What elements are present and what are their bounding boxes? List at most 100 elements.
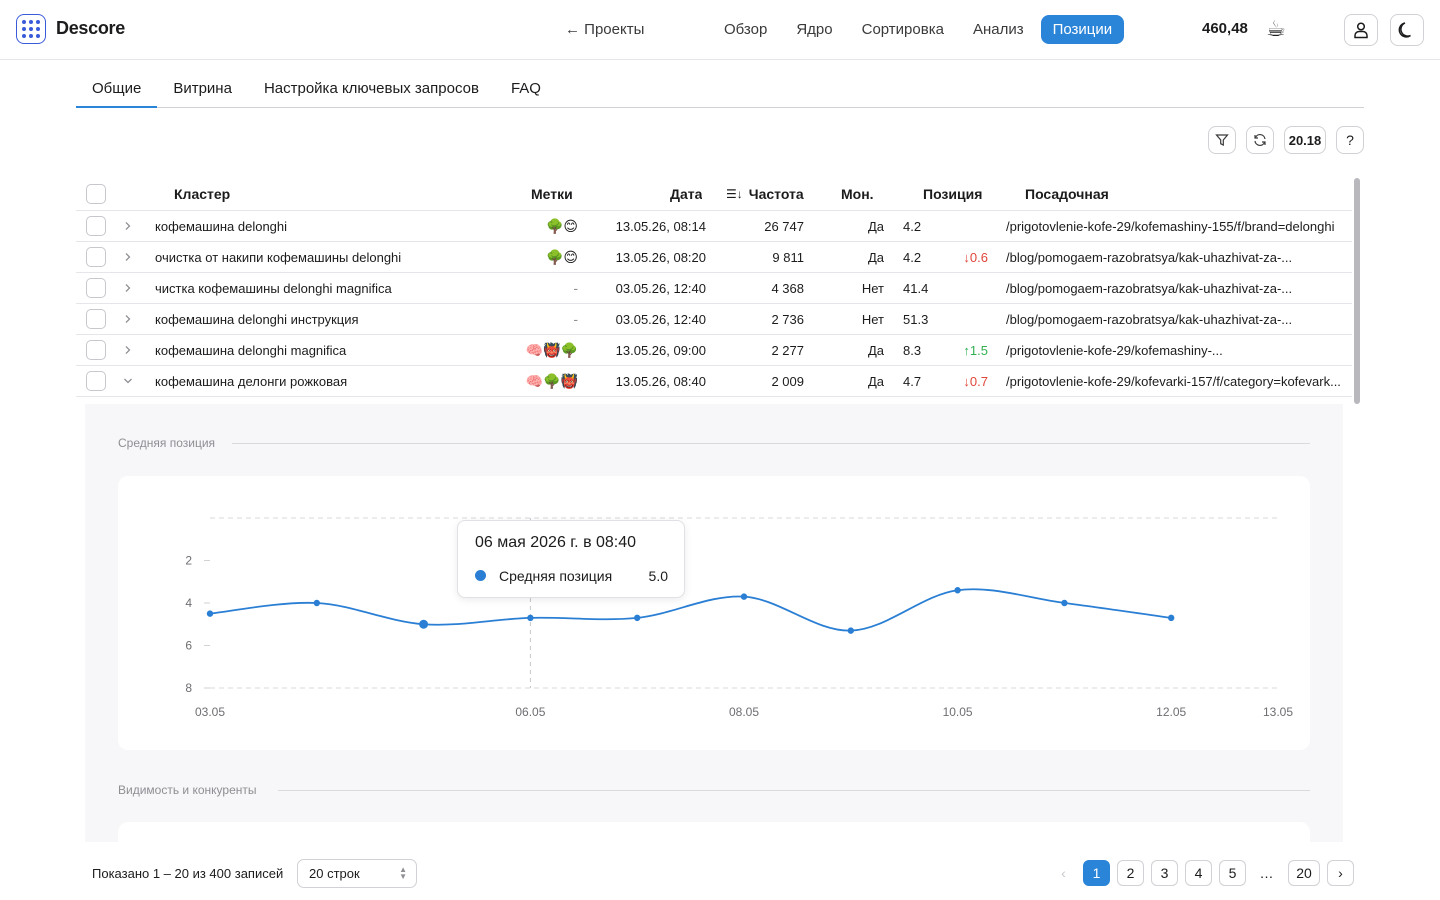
table-row[interactable]: кофемашина делонги рожковая 🧠🌳👹 13.05.26, … (76, 366, 1352, 397)
table-row[interactable]: кофемашина delonghi 🌳😊 13.05.26, 08:14 26 7… (76, 211, 1352, 242)
nav-core[interactable]: Ядро (796, 21, 833, 38)
header-landing[interactable]: Посадочная (1025, 186, 1109, 202)
rows-per-page-select[interactable]: 20 строк ▲ ▼ (297, 859, 417, 888)
theme-toggle-button[interactable] (1390, 14, 1424, 46)
table-scrollbar[interactable] (1354, 178, 1360, 404)
chevron-right-icon[interactable] (122, 242, 134, 272)
table-row[interactable]: кофемашина delonghi magnifica 🧠👹🌳 13.05.26… (76, 335, 1352, 366)
cell-date: 13.05.26, 08:20 (615, 249, 706, 265)
y-tick-label: 6 (185, 639, 192, 653)
main-nav: Обзор Ядро Сортировка Анализ Позиции (712, 15, 1129, 44)
header-date[interactable]: Дата (670, 186, 703, 202)
cell-cluster: очистка от накипи кофемашины delonghi (155, 249, 402, 265)
cell-mon: Да (867, 373, 884, 389)
page-5-button[interactable]: 5 (1219, 860, 1246, 886)
cell-cluster: кофемашина delonghi magnifica (155, 342, 347, 358)
page-20-button[interactable]: 20 (1288, 860, 1320, 886)
page-4-button[interactable]: 4 (1185, 860, 1212, 886)
help-button[interactable]: ? (1336, 126, 1364, 154)
section-divider (232, 443, 1310, 444)
cell-delta (946, 304, 988, 334)
x-tick-label: 12.05 (1156, 705, 1186, 719)
row-checkbox[interactable] (86, 247, 106, 267)
cell-pos: 51.3 (903, 311, 929, 327)
chevron-right-icon[interactable] (122, 335, 134, 365)
cell-mon: Да (867, 249, 884, 265)
section-divider (278, 790, 1310, 791)
x-tick-label: 03.05 (195, 705, 225, 719)
cell-landing[interactable]: /prigotovlenie-kofe-29/kofevarki-157/f/c… (1006, 373, 1341, 389)
cell-freq: 4 368 (771, 280, 804, 296)
profile-button[interactable] (1344, 14, 1378, 46)
row-checkbox[interactable] (86, 340, 106, 360)
user-icon (1354, 22, 1368, 39)
cell-mon: Нет (861, 280, 884, 296)
nav-positions[interactable]: Позиции (1040, 15, 1125, 44)
brand-name: Descore (56, 18, 125, 38)
cell-landing[interactable]: /blog/pomogaem-razobratsya/kak-uhazhivat… (1006, 311, 1293, 327)
counter-badge[interactable]: 20.18 (1284, 126, 1326, 154)
header-monitoring[interactable]: Мон. (841, 186, 874, 202)
chevron-right-icon[interactable] (122, 304, 134, 334)
cell-delta: ↓0.6 (963, 249, 988, 265)
row-checkbox[interactable] (86, 278, 106, 298)
cell-landing[interactable]: /blog/pomogaem-razobratsya/kak-uhazhivat… (1006, 249, 1293, 265)
nav-overview[interactable]: Обзор (724, 21, 768, 38)
nav-analysis[interactable]: Анализ (972, 21, 1024, 38)
visibility-section-title: Видимость и конкуренты (118, 783, 257, 797)
chevron-right-icon[interactable] (122, 273, 134, 303)
app-logo-icon[interactable] (16, 14, 46, 44)
select-all-checkbox[interactable] (86, 184, 106, 204)
next-page-button[interactable]: › (1327, 860, 1354, 886)
chevron-right-icon[interactable] (122, 211, 134, 241)
table-row[interactable]: чистка кофемашины delonghi magnifica - 03.… (76, 273, 1352, 304)
table-row[interactable]: очистка от накипи кофемашины delonghi 🌳😊 1… (76, 242, 1352, 273)
data-point (527, 614, 534, 622)
data-point (419, 619, 429, 629)
cell-delta: ↓0.7 (963, 373, 988, 389)
tab-faq[interactable]: FAQ (510, 80, 541, 97)
cell-landing[interactable]: /prigotovlenie-kofe-29/kofemashiny-155/f… (1006, 218, 1335, 234)
sort-icon[interactable]: ☰↓ (726, 187, 743, 201)
tab-showcase[interactable]: Витрина (173, 80, 232, 97)
header-tags[interactable]: Метки (531, 186, 573, 202)
filter-button[interactable] (1208, 126, 1236, 154)
cell-landing[interactable]: /blog/pomogaem-razobratsya/kak-uhazhivat… (1006, 280, 1293, 296)
prev-page-button[interactable]: ‹ (1050, 860, 1077, 886)
table-header: Кластер Метки Дата ☰↓ Частота Мон. Позиц… (76, 178, 1352, 211)
back-to-projects-link[interactable]: ← Проекты (565, 21, 645, 38)
tab-keyword-settings[interactable]: Настройка ключевых запросов (263, 80, 479, 97)
chart-tooltip: 06 мая 2026 г. в 08:40 Средняя позиция 5… (457, 520, 685, 598)
cell-landing[interactable]: /prigotovlenie-kofe-29/kofemashiny-... (1006, 342, 1223, 358)
header-cluster[interactable]: Кластер (174, 186, 231, 202)
data-point (954, 587, 961, 594)
chevron-down-icon[interactable] (122, 366, 134, 396)
avg-position-chart[interactable]: 2 4 6 803.05 06.05 08.05 10.05 12.05 13.05 (118, 476, 1310, 750)
cell-date: 03.05.26, 12:40 (615, 280, 706, 296)
positions-table: Кластер Метки Дата ☰↓ Частота Мон. Позиц… (76, 178, 1352, 397)
page-2-button[interactable]: 2 (1117, 860, 1144, 886)
row-checkbox[interactable] (86, 371, 106, 391)
tooltip-series-dot (475, 570, 486, 581)
page-1-button[interactable]: 1 (1083, 860, 1110, 886)
refresh-button[interactable] (1246, 126, 1274, 154)
row-checkbox[interactable] (86, 309, 106, 329)
nav-sorting[interactable]: Сортировка (861, 21, 944, 38)
filter-icon (1215, 134, 1229, 146)
avg-position-chart-card: 2 4 6 8 03.05 06.05 08.05 10.05 12.05 13.05 (118, 476, 1310, 750)
tab-general[interactable]: Общие (76, 70, 158, 108)
page-3-button[interactable]: 3 (1151, 860, 1178, 886)
header-position[interactable]: Позиция (923, 186, 983, 202)
row-checkbox[interactable] (86, 216, 106, 236)
cell-cluster: кофемашина делонги рожковая (155, 373, 348, 389)
cell-mon: Нет (861, 311, 884, 327)
header-frequency[interactable]: Частота (748, 186, 804, 202)
cell-pos: 8.3 (903, 342, 922, 358)
cell-freq: 9 811 (772, 249, 804, 265)
tooltip-series-value: 5.0 (648, 568, 668, 584)
cell-tags: - (573, 311, 578, 327)
tooltip-series-name: Средняя позиция (499, 568, 613, 584)
table-row[interactable]: кофемашина delonghi инструкция - 03.05.26,… (76, 304, 1352, 335)
data-point (847, 627, 854, 634)
moon-icon (1398, 22, 1411, 38)
